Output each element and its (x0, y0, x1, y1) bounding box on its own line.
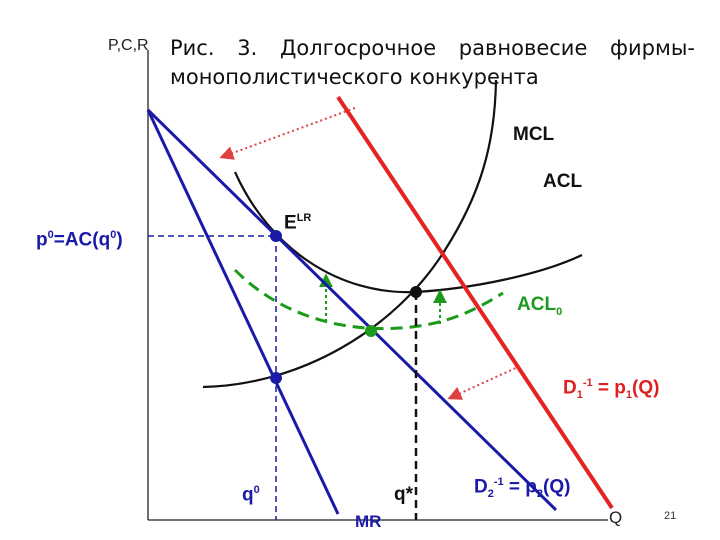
caption-word: Долгосрочное (279, 36, 437, 60)
demand-d2-line (146, 108, 558, 512)
elr-label: ELR (284, 212, 311, 234)
acl0-label-main: ACL (517, 294, 557, 315)
acl-min-point (410, 286, 422, 298)
caption-word: Рис. (170, 36, 215, 60)
d1-label: D1-1 = p1(Q) (563, 377, 659, 401)
d2-part-b: = p (503, 476, 537, 498)
p0-label: p0=AC(q0) (36, 229, 123, 251)
qstar-label: q* (394, 484, 413, 505)
mcl-curve (202, 79, 498, 389)
caption-line-2: монополистического конкурента (170, 65, 539, 89)
acl-label: ACL (543, 171, 583, 192)
d2-part-b-sub: 2 (536, 488, 544, 501)
y-axis-label: P,C,R (108, 37, 149, 54)
elr-point (270, 230, 282, 242)
caption-word: 3. (237, 36, 258, 60)
p0-part-a-sup: 0 (47, 229, 54, 241)
p0-part-b-sup: 0 (110, 229, 117, 241)
caption-word: фирмы- (610, 36, 695, 60)
d2-part-c: (Q) (543, 476, 571, 498)
q0-main: q (242, 484, 254, 506)
mr-mc-intersection-point (270, 372, 282, 384)
q0-sup: 0 (253, 484, 260, 496)
elr-label-main: E (284, 212, 297, 234)
acl0-label-sub: 0 (556, 305, 563, 318)
page-number: 21 (664, 510, 677, 522)
elr-label-sup: LR (296, 212, 312, 224)
q0-label: q0 (242, 484, 260, 506)
d2-label: D2-1 = p2(Q) (474, 476, 570, 500)
acl0-curve (233, 268, 504, 331)
d1-part-b-sub: 1 (625, 389, 633, 402)
d2-part-a: D (474, 476, 488, 498)
p0-part-a: p (36, 229, 48, 251)
d1-part-a-sub: 1 (576, 389, 583, 402)
demand-shift-arrow-top (219, 107, 356, 160)
d1-part-b: = p (592, 377, 626, 399)
mr-line (146, 109, 340, 515)
d1-part-c: (Q) (632, 377, 660, 399)
mcl-label: MCL (513, 124, 555, 145)
caption-word: равновесие (458, 36, 588, 60)
p0-part-b: =AC(q (53, 229, 111, 251)
d2-part-a-sup: -1 (493, 476, 504, 488)
d1-part-a: D (563, 377, 577, 399)
x-axis-label: Q (609, 508, 623, 527)
demand-d1-line (336, 95, 614, 510)
d2-part-a-sub: 2 (487, 488, 494, 501)
p0-part-c: ) (116, 229, 123, 251)
demand-shift-arrow-bottom (447, 365, 521, 400)
figure-caption: Рис. 3. Долгосрочное равновесие фирмы- м… (170, 34, 695, 92)
acl0-label: ACL0 (517, 294, 562, 318)
d1-part-a-sup: -1 (582, 377, 593, 389)
mr-label: MR (355, 512, 382, 531)
acl0-tangency-point (365, 325, 377, 337)
